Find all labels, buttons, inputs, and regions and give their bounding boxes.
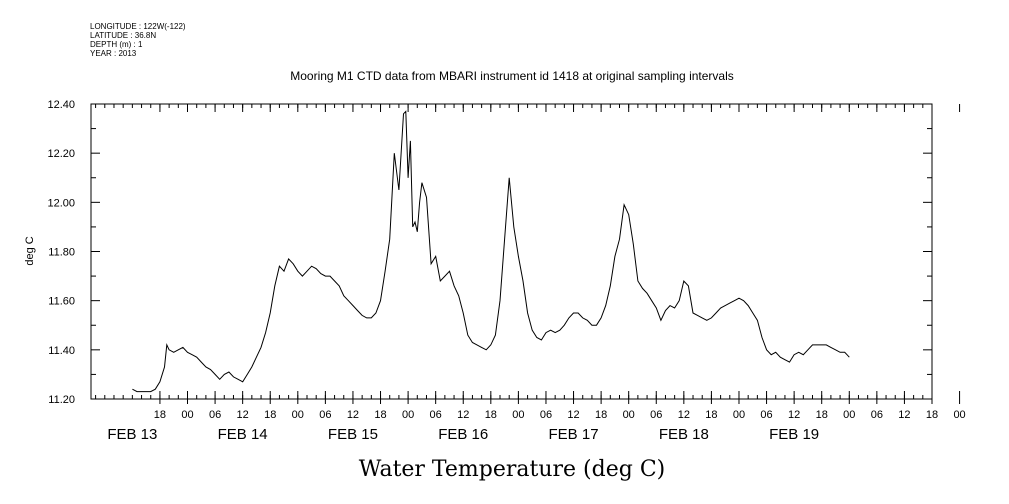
- x-tick-label: 18: [374, 409, 386, 421]
- x-tick-label: 18: [595, 409, 607, 421]
- x-tick-label: 00: [733, 409, 745, 421]
- x-tick-label: 06: [540, 409, 552, 421]
- x-tick-label: 06: [430, 409, 442, 421]
- x-tick-label: 12: [678, 409, 690, 421]
- year-label: YEAR : 2013: [90, 49, 137, 58]
- y-tick-label: 11.40: [48, 345, 75, 357]
- day-label: FEB 16: [438, 426, 488, 443]
- y-tick-label: 12.00: [47, 197, 75, 209]
- day-label: FEB 17: [549, 426, 599, 443]
- y-tick-label: 12.40: [47, 99, 75, 111]
- day-label: FEB 19: [769, 426, 819, 443]
- x-tick-label: 12: [347, 409, 359, 421]
- x-tick-label: 12: [567, 409, 579, 421]
- plot-frame: [90, 103, 933, 400]
- x-tick-label: 18: [485, 409, 497, 421]
- x-tick-label: 06: [871, 409, 883, 421]
- x-tick-label: 18: [926, 409, 938, 421]
- metadata-block: LONGITUDE : 122W(-122) LATITUDE : 36.8N …: [90, 22, 186, 58]
- x-tick-label: 00: [181, 409, 193, 421]
- day-label: FEB 14: [218, 426, 268, 443]
- y-axis-label: deg C: [24, 236, 36, 265]
- x-tick-label: 06: [760, 409, 772, 421]
- x-tick-label: 06: [209, 409, 221, 421]
- x-tick-label: 00: [402, 409, 414, 421]
- x-tick-label: 06: [319, 409, 331, 421]
- x-tick-label: 00: [292, 409, 304, 421]
- x-tick-label: 18: [154, 409, 166, 421]
- x-tick-label: 06: [650, 409, 662, 421]
- temperature-series-line: [132, 110, 850, 393]
- x-axis-label: Water Temperature (deg C): [359, 457, 666, 482]
- x-tick-label: 12: [898, 409, 910, 421]
- x-tick-label: 00: [843, 409, 855, 421]
- longitude-label: LONGITUDE : 122W(-122): [90, 22, 186, 31]
- x-tick-label: 18: [264, 409, 276, 421]
- y-axis: 11.20 11.40 11.60 11.80 12.00 12.20 12.40: [47, 99, 932, 406]
- y-tick-label: 11.60: [48, 296, 75, 308]
- x-tick-label: 00: [953, 409, 965, 421]
- day-label: FEB 13: [107, 426, 157, 443]
- x-tick-label: 00: [512, 409, 524, 421]
- series-layer: [132, 110, 850, 393]
- x-tick-label: 00: [623, 409, 635, 421]
- x-tick-label: 12: [457, 409, 469, 421]
- latitude-label: LATITUDE : 36.8N: [90, 31, 157, 40]
- x-tick-label: 12: [788, 409, 800, 421]
- chart-title: Mooring M1 CTD data from MBARI instrumen…: [290, 69, 734, 83]
- day-label: FEB 18: [659, 426, 709, 443]
- y-tick-label: 11.80: [48, 247, 75, 259]
- y-tick-label: 12.20: [47, 148, 75, 160]
- x-tick-label: 18: [816, 409, 828, 421]
- day-label: FEB 15: [328, 426, 378, 443]
- x-tick-label: 18: [705, 409, 717, 421]
- x-tick-label: 12: [237, 409, 249, 421]
- y-tick-label: 11.20: [48, 394, 75, 406]
- depth-label: DEPTH (m) : 1: [90, 40, 143, 49]
- x-axis: 18 00 06 12 18 00 06 12 18 00 06 12 18 00 06 12 18 00 06 12…: [95, 104, 966, 443]
